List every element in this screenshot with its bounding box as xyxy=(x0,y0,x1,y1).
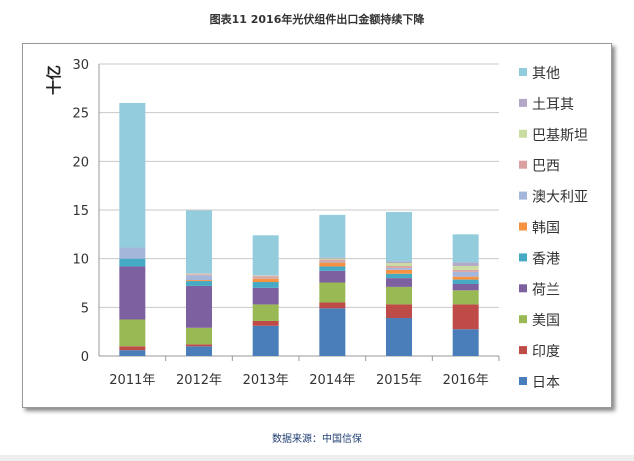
bar-segment-美国 xyxy=(252,304,279,321)
legend-swatch xyxy=(519,315,527,324)
y-tick-label: 15 xyxy=(72,204,89,219)
bar-segment-韩国 xyxy=(319,262,346,267)
legend-label: 澳大利亚 xyxy=(532,190,588,206)
legend-label: 其他 xyxy=(532,66,560,82)
bar-segment-巴西 xyxy=(319,259,346,262)
bar-segment-澳大利亚 xyxy=(319,261,346,263)
bar-segment-澳大利亚 xyxy=(386,267,412,270)
bar-segment-荷兰 xyxy=(252,287,279,305)
legend-swatch xyxy=(519,253,527,262)
y-axis-label: 十亿 xyxy=(45,65,63,95)
bar-segment-韩国 xyxy=(386,269,412,274)
bar-segment-香港 xyxy=(386,273,412,279)
legend-label: 美国 xyxy=(532,313,560,329)
legend-swatch xyxy=(519,346,527,355)
x-tick-label: 2015年 xyxy=(376,373,422,388)
legend-label: 日本 xyxy=(532,375,560,391)
legend-swatch xyxy=(519,68,527,76)
legend-label: 巴西 xyxy=(532,159,560,175)
bar-segment-巴基斯坦 xyxy=(319,258,346,260)
bar-segment-日本 xyxy=(252,325,279,356)
bar-segment-澳大利亚 xyxy=(119,247,146,259)
bar-segment-巴基斯坦 xyxy=(452,265,479,270)
bar-segment-印度 xyxy=(252,320,279,326)
bar-segment-日本 xyxy=(386,318,412,356)
legend-label: 巴基斯坦 xyxy=(532,127,588,144)
bar-segment-澳大利亚 xyxy=(186,275,212,281)
bar-segment-荷兰 xyxy=(386,278,412,287)
bottom-divider xyxy=(0,455,634,461)
legend-swatch xyxy=(519,222,527,231)
bar-segment-香港 xyxy=(452,279,479,284)
x-tick-label: 2016年 xyxy=(443,373,489,388)
bar-segment-其他 xyxy=(252,235,279,276)
bar-segment-其他 xyxy=(386,211,412,262)
legend-swatch xyxy=(519,284,527,293)
bar-segment-韩国 xyxy=(452,276,479,280)
bar-segment-韩国 xyxy=(252,278,279,283)
bar-segment-土耳其 xyxy=(452,262,479,266)
bar-segment-印度 xyxy=(119,346,146,351)
legend-swatch xyxy=(519,160,527,169)
bar-segment-香港 xyxy=(252,282,279,288)
bar-segment-荷兰 xyxy=(186,285,212,328)
bar-segment-其他 xyxy=(319,214,346,258)
source-note: 数据来源：中国信保 xyxy=(272,434,362,445)
bar-segment-日本 xyxy=(319,308,346,356)
x-tick-label: 2014年 xyxy=(309,373,355,388)
bar-segment-韩国 xyxy=(186,280,212,282)
bar-segment-巴西 xyxy=(452,269,479,272)
legend-label: 香港 xyxy=(532,251,560,267)
bar-segment-印度 xyxy=(186,344,212,347)
legend-label: 土耳其 xyxy=(532,97,574,113)
bar-segment-荷兰 xyxy=(452,283,479,291)
legend-label: 印度 xyxy=(532,344,560,360)
chart-title: 图表11 2016年光伏组件出口金额持续下降 xyxy=(209,13,425,26)
bar-segment-巴西 xyxy=(386,265,412,268)
bar-segment-美国 xyxy=(452,290,479,305)
bar-segment-其他 xyxy=(452,234,479,263)
chart-frame: 0 5 10 15 20 25 30 十亿 2011年 2012年 2013年 2014年 2015年 2… xyxy=(22,43,612,408)
y-tick-label: 30 xyxy=(72,58,89,73)
y-tick-label: 5 xyxy=(81,301,89,316)
bar-segment-美国 xyxy=(319,282,346,303)
legend-label: 荷兰 xyxy=(532,282,560,298)
bar-segment-巴基斯坦 xyxy=(386,263,412,266)
bar-segment-澳大利亚 xyxy=(452,271,479,277)
y-tick-label: 0 xyxy=(81,350,89,365)
bar-segment-日本 xyxy=(452,329,479,356)
x-tick-label: 2011年 xyxy=(109,373,155,388)
bar-segment-其他 xyxy=(186,210,212,274)
bar-segment-荷兰 xyxy=(119,266,146,320)
stacked-bar-chart: 0 5 10 15 20 25 30 十亿 2011年 2012年 2013年 2014年 2015年 2… xyxy=(45,58,588,391)
bar-segment-土耳其 xyxy=(386,261,412,264)
bar-segment-日本 xyxy=(119,350,146,356)
y-tick-label: 25 xyxy=(72,107,89,122)
bar-segment-日本 xyxy=(186,346,212,356)
x-tick-label: 2012年 xyxy=(176,373,222,388)
legend-swatch xyxy=(519,129,527,138)
bar-segment-香港 xyxy=(186,281,212,286)
bar-segment-印度 xyxy=(452,304,479,330)
y-tick-label: 10 xyxy=(72,253,89,268)
legend-swatch xyxy=(519,377,527,385)
bar-segment-其他 xyxy=(119,102,146,248)
x-tick-label: 2013年 xyxy=(243,373,289,388)
legend-swatch xyxy=(519,98,527,107)
bar-segment-美国 xyxy=(386,286,412,305)
bar-segment-巴西 xyxy=(252,276,279,279)
legend-swatch xyxy=(519,191,527,200)
bar-segment-香港 xyxy=(119,258,146,267)
bar-segment-美国 xyxy=(119,319,146,347)
bar-segment-香港 xyxy=(319,266,346,271)
bar-segment-荷兰 xyxy=(319,270,346,283)
bar-segment-巴西 xyxy=(186,274,212,276)
bar-segment-印度 xyxy=(386,304,412,319)
legend-label: 韩国 xyxy=(532,221,560,237)
bar-segment-土耳其 xyxy=(319,257,346,259)
bar-segment-美国 xyxy=(186,327,212,345)
y-tick-label: 20 xyxy=(72,155,89,170)
bar-segment-印度 xyxy=(319,302,346,309)
